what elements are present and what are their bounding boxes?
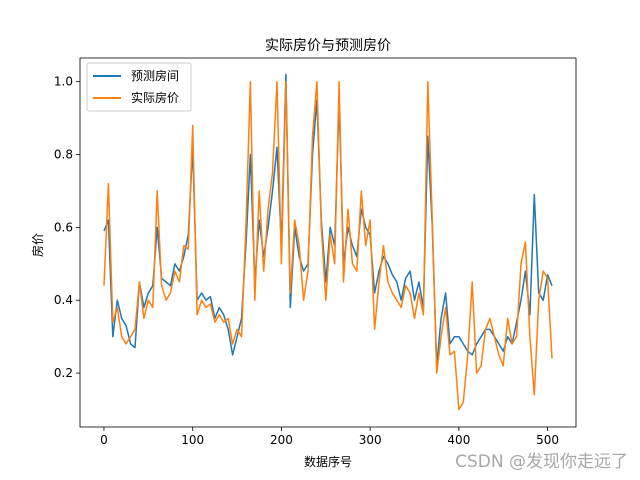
plot-area: [103, 73, 553, 411]
x-axis-label: 数据序号: [304, 454, 352, 469]
x-tick-label: 100: [181, 433, 204, 447]
axes-layer: 0 100 200 300 400 500 0.2 0.4 0.6 0.8 1.0: [54, 57, 577, 447]
y-tick-label: 0.8: [54, 148, 73, 162]
x-tick-label: 400: [447, 433, 470, 447]
chart-title: 实际房价与预测房价: [265, 38, 391, 54]
x-tick-label: 300: [359, 433, 382, 447]
x-tick-label: 200: [270, 433, 293, 447]
series-layer: [103, 73, 553, 411]
series-line-1: [103, 80, 553, 411]
x-tick-label: 0: [100, 433, 108, 447]
watermark: CSDN @发现你走远了: [455, 452, 628, 472]
y-tick-label: 0.4: [54, 293, 73, 307]
plot-frame: [79, 57, 577, 428]
y-axis-label: 房价: [30, 233, 45, 257]
legend-label-actual: 实际房价: [131, 90, 179, 105]
series-line-0: [103, 73, 553, 367]
y-tick-label: 0.6: [54, 220, 73, 234]
legend: 预测房间 实际房价: [86, 62, 192, 112]
legend-label-predicted: 预测房间: [131, 68, 179, 83]
x-tick-label: 500: [536, 433, 559, 447]
y-tick-label: 0.2: [54, 366, 73, 380]
y-tick-label: 1.0: [54, 75, 73, 89]
